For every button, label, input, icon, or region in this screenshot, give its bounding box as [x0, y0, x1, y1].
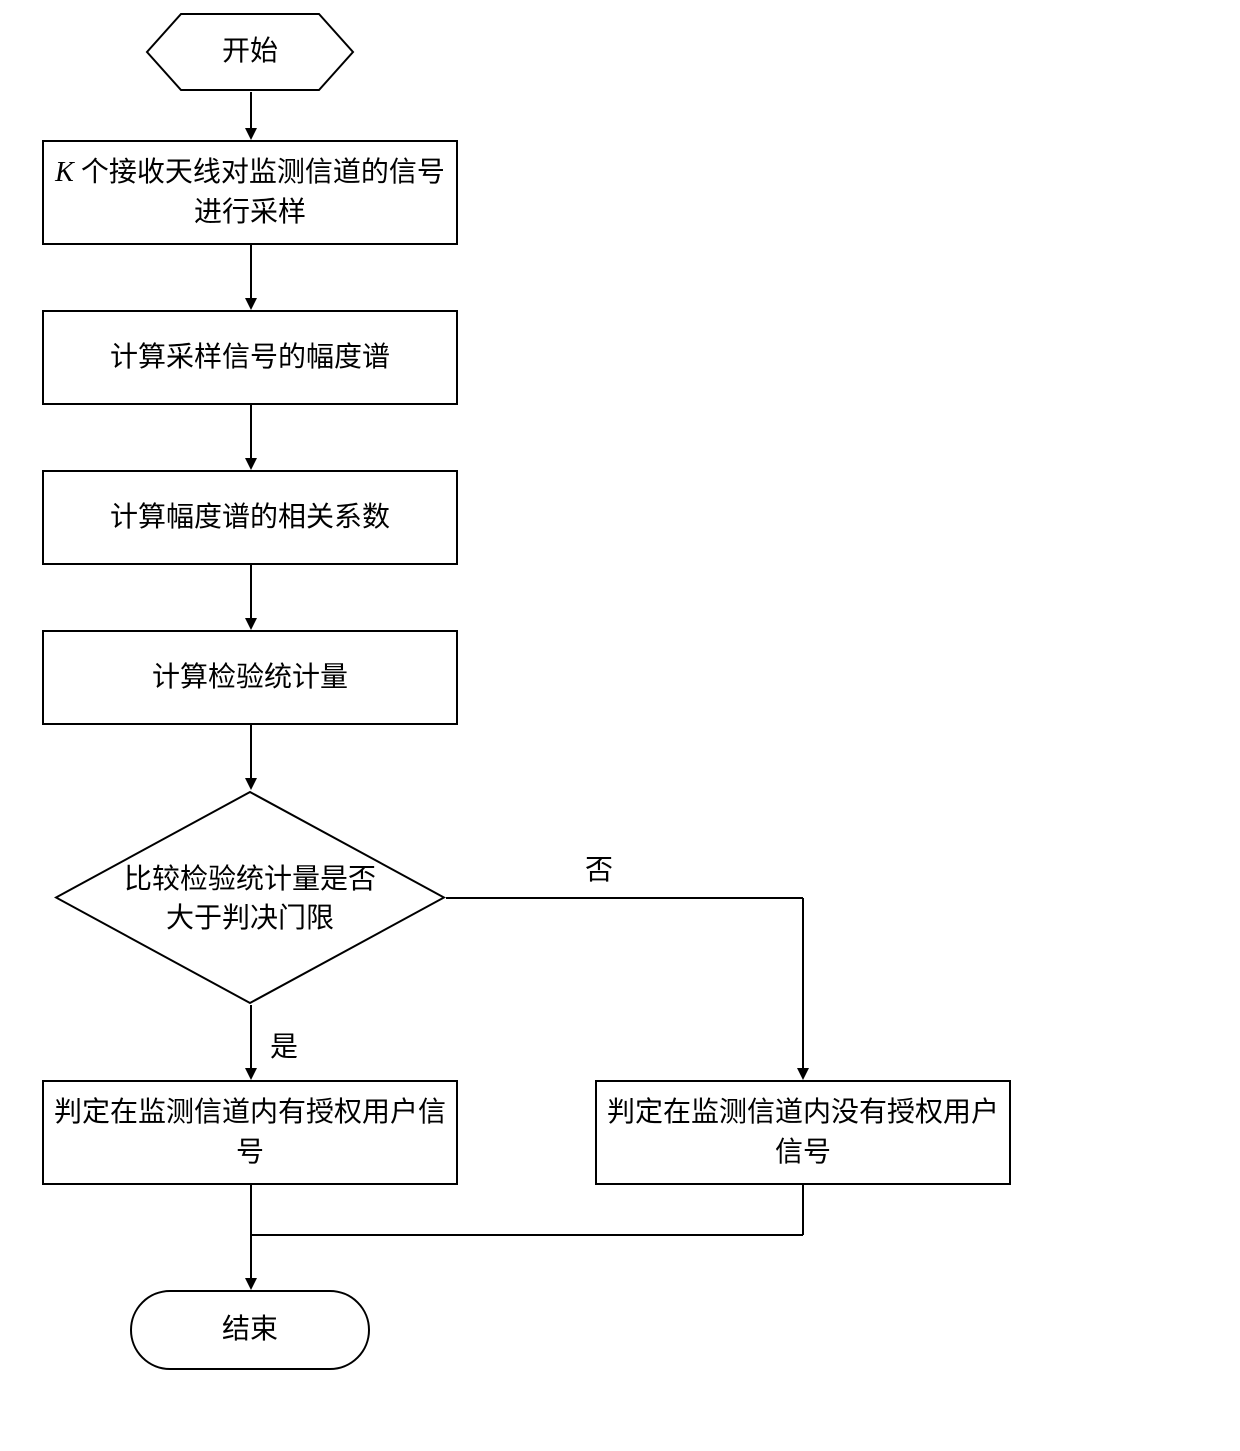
decision-line1: 比较检验统计量是否 — [124, 864, 376, 895]
step1-node: K 个接收天线对监测信道的信号进行采样 — [42, 140, 458, 245]
arrow-step3-step4 — [250, 565, 252, 630]
step3-node: 计算幅度谱的相关系数 — [42, 470, 458, 565]
flowchart-container: 开始 K 个接收天线对监测信道的信号进行采样 计算采样信号的幅度谱 计算幅度谱的… — [0, 0, 1240, 1451]
result-no-label: 判定在监测信道内没有授权用户信号 — [597, 1093, 1009, 1171]
end-node: 结束 — [130, 1290, 370, 1370]
yes-label: 是 — [270, 1025, 298, 1065]
end-label: 结束 — [212, 1310, 288, 1349]
arrow-step1-step2 — [250, 245, 252, 310]
step1-text-rest: 个接收天线对监测信道的信号进行采样 — [74, 157, 445, 227]
result-yes-label: 判定在监测信道内有授权用户信号 — [44, 1093, 456, 1171]
result-no-node: 判定在监测信道内没有授权用户信号 — [595, 1080, 1011, 1185]
decision-line2: 大于判决门限 — [166, 903, 334, 934]
arrow-step2-step3 — [250, 405, 252, 470]
step1-label: K 个接收天线对监测信道的信号进行采样 — [44, 153, 456, 231]
step2-node: 计算采样信号的幅度谱 — [42, 310, 458, 405]
step3-label: 计算幅度谱的相关系数 — [100, 498, 400, 537]
decision-node: 比较检验统计量是否 大于判决门限 — [54, 790, 446, 1005]
step4-label: 计算检验统计量 — [142, 658, 358, 697]
no-label: 否 — [585, 848, 613, 888]
result-yes-node: 判定在监测信道内有授权用户信号 — [42, 1080, 458, 1185]
step1-italic-k: K — [55, 157, 74, 188]
arrow-resultno-merge — [250, 1185, 810, 1245]
start-node: 开始 — [145, 12, 355, 92]
step4-node: 计算检验统计量 — [42, 630, 458, 725]
arrow-start-step1 — [250, 92, 252, 140]
step2-label: 计算采样信号的幅度谱 — [100, 338, 400, 377]
start-label: 开始 — [212, 32, 288, 71]
decision-label: 比较检验统计量是否 大于判决门限 — [54, 860, 446, 938]
arrow-step4-decision — [250, 725, 252, 790]
arrow-decision-resultno — [446, 897, 816, 1082]
arrow-decision-resultyes — [250, 1005, 252, 1080]
